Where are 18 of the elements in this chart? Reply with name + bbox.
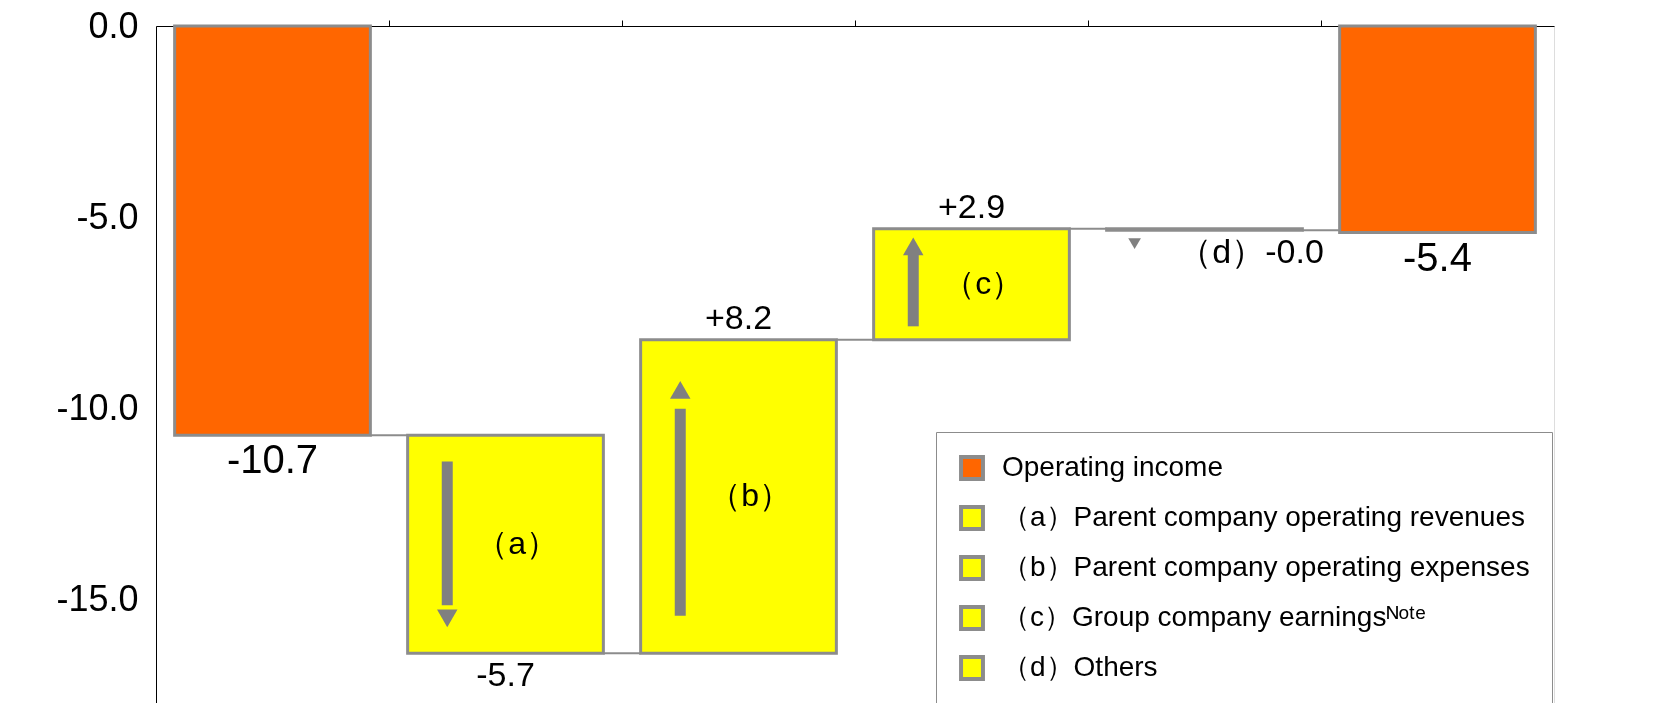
legend-label: （d）Others bbox=[1002, 651, 1158, 682]
legend-label: （c）Group company earningsᴺᵒᵗᵉ bbox=[1002, 601, 1426, 632]
data-label: -10.7 bbox=[226, 437, 319, 482]
y-tick-label: -5.0 bbox=[76, 195, 139, 237]
x-tick-label: （c） bbox=[943, 265, 1024, 302]
y-tick-label: -10.0 bbox=[56, 386, 139, 428]
data-label: -5.4 bbox=[1403, 234, 1472, 279]
data-label: +8.2 bbox=[704, 297, 773, 336]
data-label: +2.9 bbox=[937, 186, 1006, 225]
legend-label: Operating income bbox=[1002, 451, 1224, 482]
y-tick-label: -15.0 bbox=[56, 578, 139, 620]
data-label: （d）-0.0 bbox=[1178, 232, 1324, 271]
data-label: -5.7 bbox=[476, 655, 535, 694]
x-tick-label: （b） bbox=[709, 477, 792, 514]
y-tick-label: 0.0 bbox=[88, 4, 139, 46]
legend-label: （b）Parent company operating expenses bbox=[1002, 551, 1530, 582]
x-tick-label: （a） bbox=[476, 525, 559, 562]
legend-label: （a）Parent company operating revenues bbox=[1002, 501, 1525, 532]
